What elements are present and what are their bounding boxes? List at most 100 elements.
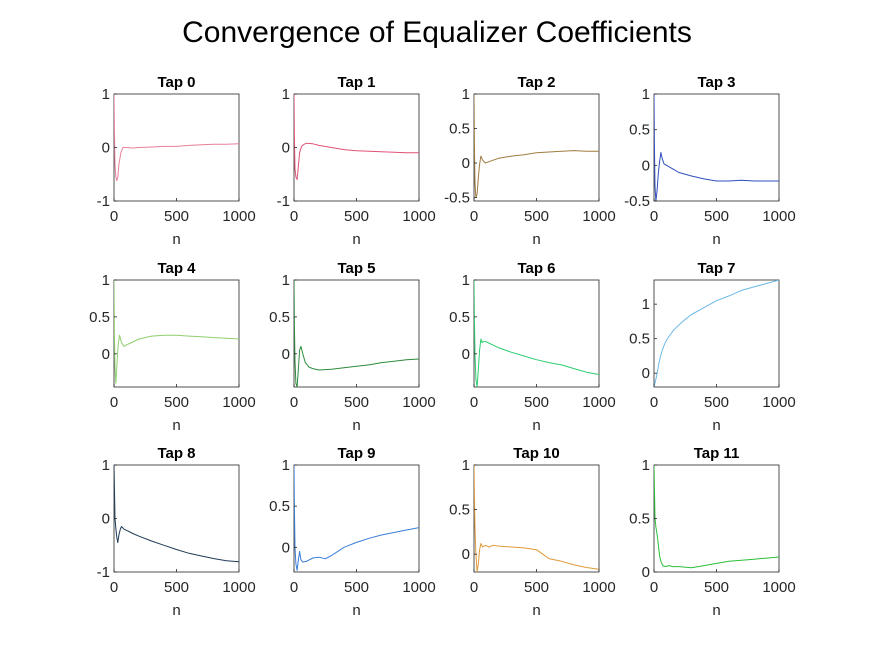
y-tick-label: 0.5 (269, 309, 290, 326)
x-tick-label: 0 (650, 579, 658, 596)
series-line (654, 94, 779, 201)
x-axis-label: n (352, 602, 360, 619)
x-tick-label: 1000 (222, 394, 255, 411)
y-tick-label: 0 (462, 546, 470, 563)
y-tick-label: 0.5 (89, 309, 110, 326)
x-axis-label: n (712, 602, 720, 619)
subplot-title: Tap 0 (157, 74, 195, 91)
y-tick-label: 0 (282, 140, 290, 157)
x-tick-label: 0 (290, 579, 298, 596)
x-tick-label: 500 (344, 208, 369, 225)
x-tick-label: 0 (110, 208, 118, 225)
x-axis-label: n (172, 417, 180, 434)
subplot-title: Tap 7 (697, 260, 735, 277)
x-tick-label: 500 (164, 579, 189, 596)
subplot-title: Tap 1 (337, 74, 375, 91)
y-tick-label: 0.5 (269, 498, 290, 515)
y-tick-label: 0 (102, 346, 110, 363)
series-line (114, 280, 239, 384)
x-tick-label: 500 (344, 394, 369, 411)
subplot-title: Tap 5 (337, 260, 375, 277)
x-tick-label: 0 (110, 394, 118, 411)
series-line (474, 94, 599, 198)
y-tick-label: 0 (282, 346, 290, 363)
x-tick-label: 0 (470, 579, 478, 596)
x-tick-label: 1000 (402, 208, 435, 225)
x-tick-label: 1000 (582, 394, 615, 411)
x-tick-label: 0 (650, 394, 658, 411)
subplot-tap-10: Tap 10 0 500 1000 0 0.5 1 n (449, 445, 616, 619)
y-tick-label: 1 (102, 272, 110, 289)
y-tick-label: 0 (642, 365, 650, 382)
y-tick-label: 0.5 (629, 331, 650, 348)
y-tick-label: 0 (462, 155, 470, 172)
axes-box (473, 279, 600, 388)
axes-box (473, 93, 600, 202)
x-tick-label: 1000 (762, 394, 795, 411)
x-axis-label: n (712, 417, 720, 434)
x-tick-label: 1000 (222, 579, 255, 596)
x-axis-label: n (532, 231, 540, 248)
x-axis-label: n (712, 231, 720, 248)
y-tick-label: 1 (282, 272, 290, 289)
x-axis-label: n (532, 602, 540, 619)
series-line (474, 465, 599, 572)
series-line (654, 465, 779, 569)
series-line (114, 465, 239, 563)
x-axis-label: n (172, 231, 180, 248)
y-tick-label: -0.5 (444, 190, 470, 207)
subplot-title: Tap 11 (694, 445, 740, 462)
y-tick-label: 0 (642, 157, 650, 174)
series-line (114, 94, 239, 182)
axes-box (653, 279, 780, 388)
y-tick-label: 0 (282, 539, 290, 556)
y-tick-label: 0 (102, 511, 110, 528)
x-tick-label: 0 (290, 394, 298, 411)
y-tick-label: 1 (102, 457, 110, 474)
subplot-tap-11: Tap 11 0 500 1000 0 0.5 1 n (629, 445, 796, 619)
y-tick-label: 1 (642, 296, 650, 313)
subplot-title: Tap 3 (697, 74, 735, 91)
y-tick-label: -1 (97, 564, 110, 581)
axes-box (293, 464, 420, 573)
y-tick-label: 1 (642, 457, 650, 474)
axes-box (293, 93, 420, 202)
subplot-tap-4: Tap 4 0 500 1000 0 0.5 1 n (89, 260, 256, 434)
x-tick-label: 500 (164, 208, 189, 225)
y-tick-label: 1 (462, 272, 470, 289)
x-tick-label: 0 (290, 208, 298, 225)
x-tick-label: 500 (704, 394, 729, 411)
series-line (294, 280, 419, 387)
y-tick-label: 1 (462, 86, 470, 103)
axes-box (113, 464, 240, 573)
y-tick-label: 1 (462, 457, 470, 474)
x-tick-label: 500 (344, 579, 369, 596)
y-tick-label: 1 (102, 86, 110, 103)
axes-box (653, 93, 780, 202)
subplot-tap-9: Tap 9 0 500 1000 0 0.5 1 n (269, 445, 436, 619)
y-tick-label: 1 (282, 457, 290, 474)
y-tick-label: -1 (97, 193, 110, 210)
x-tick-label: 500 (524, 579, 549, 596)
x-axis-label: n (172, 602, 180, 619)
subplot-title: Tap 10 (513, 445, 559, 462)
subplot-tap-6: Tap 6 0 500 1000 0 0.5 1 n (449, 260, 616, 434)
x-tick-label: 500 (164, 394, 189, 411)
y-tick-label: 0.5 (449, 309, 470, 326)
series-line (294, 94, 419, 181)
series-line (294, 465, 419, 571)
x-axis-label: n (352, 231, 360, 248)
axes-box (653, 464, 780, 573)
figure-title: Convergence of Equalizer Coefficients (182, 16, 692, 49)
subplot-tap-7: Tap 7 0 500 1000 0 0.5 1 n (629, 260, 796, 434)
x-tick-label: 500 (704, 579, 729, 596)
y-tick-label: 0.5 (629, 122, 650, 139)
subplot-title: Tap 9 (337, 445, 375, 462)
y-tick-label: 1 (642, 86, 650, 103)
x-axis-label: n (532, 417, 540, 434)
